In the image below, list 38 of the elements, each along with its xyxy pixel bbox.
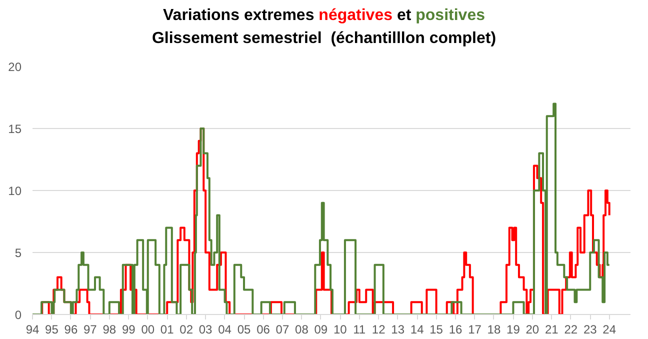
x-tick-label: 22 bbox=[564, 322, 578, 336]
chart-subtitle: Glissement semestriel (échantilllon complet) bbox=[152, 30, 496, 47]
x-tick-label: 96 bbox=[64, 322, 78, 336]
x-tick-label: 06 bbox=[256, 322, 270, 336]
x-tick-label: 19 bbox=[506, 322, 520, 336]
x-tick-label: 05 bbox=[237, 322, 252, 336]
x-tick-label: 13 bbox=[391, 322, 405, 336]
y-tick-label: 20 bbox=[8, 60, 22, 74]
x-tick-label: 15 bbox=[430, 322, 444, 336]
x-tick-label: 24 bbox=[602, 322, 616, 336]
y-tick-label: 10 bbox=[8, 184, 22, 198]
x-tick-label: 98 bbox=[102, 322, 116, 336]
x-tick-label: 99 bbox=[122, 322, 136, 336]
x-tick-label: 20 bbox=[526, 322, 540, 336]
y-tick-label: 5 bbox=[14, 246, 22, 260]
y-tick-label: 15 bbox=[8, 122, 22, 136]
x-tick-label: 18 bbox=[487, 322, 501, 336]
x-tick-label: 09 bbox=[314, 322, 328, 336]
x-tick-label: 11 bbox=[353, 322, 366, 336]
x-tick-label: 07 bbox=[276, 322, 290, 336]
x-tick-label: 01 bbox=[160, 322, 174, 336]
x-tick-label: 08 bbox=[295, 322, 309, 336]
x-tick-label: 21 bbox=[544, 322, 559, 336]
y-tick-label: 0 bbox=[14, 308, 22, 322]
x-tick-label: 03 bbox=[198, 322, 213, 336]
x-tick-label: 16 bbox=[448, 322, 463, 336]
x-tick-label: 02 bbox=[180, 322, 194, 336]
x-tick-label: 17 bbox=[468, 322, 482, 336]
x-tick-label: 94 bbox=[26, 322, 40, 336]
x-tick-label: 00 bbox=[141, 322, 155, 336]
x-tick-label: 12 bbox=[372, 322, 386, 336]
x-tick-label: 10 bbox=[333, 322, 348, 336]
x-tick-label: 95 bbox=[45, 322, 59, 336]
x-tick-label: 23 bbox=[583, 322, 598, 336]
x-tick-label: 14 bbox=[410, 322, 424, 336]
x-tick-label: 04 bbox=[218, 322, 232, 336]
chart-title: Variations extremes négatives et positives bbox=[163, 7, 485, 24]
x-tick-label: 97 bbox=[84, 322, 98, 336]
